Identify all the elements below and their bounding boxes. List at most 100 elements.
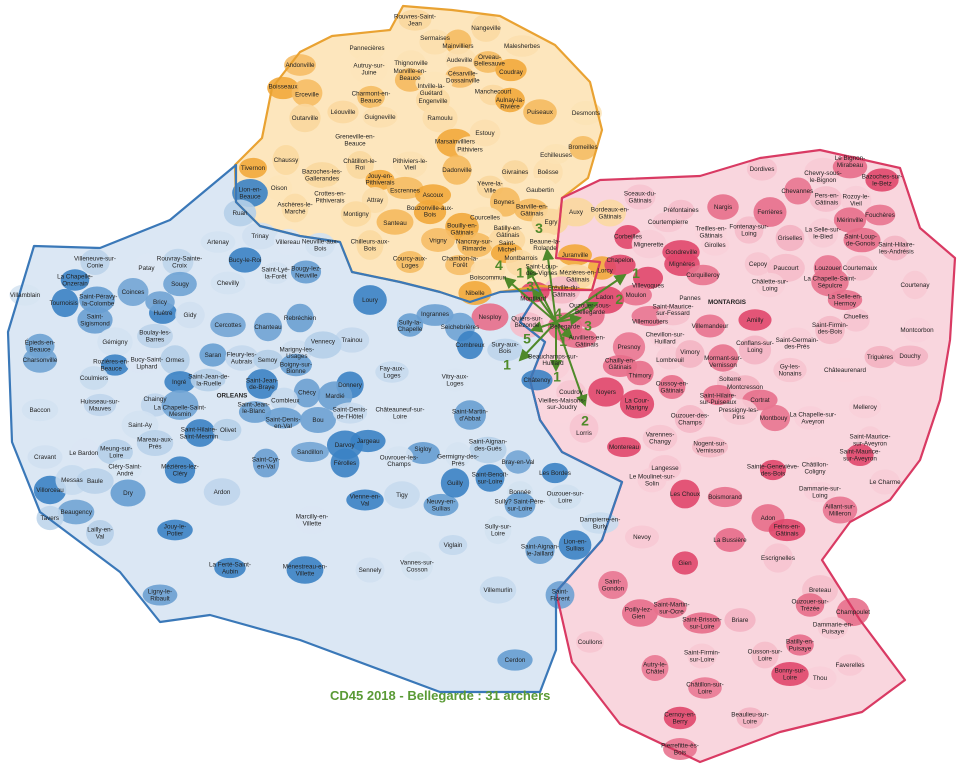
commune-label[interactable]: Langesse	[651, 465, 679, 472]
commune-label[interactable]: Vienne-en-Val	[350, 494, 381, 508]
commune-label[interactable]: Lombreuil	[656, 357, 684, 364]
commune-label[interactable]: Marsainvilliers	[435, 138, 475, 145]
commune-label[interactable]: Paucourt	[773, 265, 798, 272]
commune-label[interactable]: Meung-sur-Loire	[100, 446, 132, 460]
commune-label[interactable]: Nancray-sur-Rimarde	[456, 239, 492, 253]
commune-label[interactable]: Saint-Gondon	[602, 579, 625, 593]
commune-label[interactable]: Montigny	[343, 211, 369, 218]
commune-label[interactable]: Pithiviers	[457, 147, 483, 154]
commune-label[interactable]: Semoy	[258, 357, 278, 364]
commune-label[interactable]: Morville-en-Beauce	[394, 68, 427, 82]
commune-label[interactable]: Marcilly-en-Villette	[296, 514, 329, 528]
commune-label[interactable]: Mérinville	[837, 217, 864, 224]
commune-label[interactable]: Pers-en-Gâtinais	[815, 193, 839, 207]
commune-label[interactable]: Beaugency	[60, 509, 92, 516]
commune-label[interactable]: La Selle-sur-le-Bied	[805, 227, 841, 241]
commune-label[interactable]: Thimory	[629, 372, 653, 379]
commune-label[interactable]: Ruan	[232, 210, 248, 217]
commune-label[interactable]: Poilly-lez-Gien	[625, 607, 652, 621]
commune-label[interactable]: Guilly	[447, 480, 464, 487]
commune-label[interactable]: Les Choux	[670, 491, 701, 498]
commune-label[interactable]: Saint-Maurice-sur-Fessard	[653, 303, 694, 317]
commune-label[interactable]: La Bussière	[713, 537, 747, 544]
commune-label[interactable]: Saint-Sigismond	[80, 314, 110, 328]
commune-label[interactable]: Vrigny	[429, 238, 447, 245]
commune-label[interactable]: Épieds-en-Beauce	[25, 338, 55, 354]
commune-label[interactable]: Nibelle	[465, 290, 485, 297]
commune-label[interactable]: Sully-la-Chapelle	[398, 320, 423, 334]
commune-label[interactable]: Chevannes	[781, 188, 813, 195]
commune-label[interactable]: Dammarie-sur-Loing	[799, 486, 841, 500]
commune-label[interactable]: Batilly-en-Gâtinais	[494, 225, 522, 239]
commune-label[interactable]: Sennely	[359, 567, 383, 574]
commune-label[interactable]: Bonnée	[509, 489, 531, 496]
commune-label[interactable]: Combleux	[271, 398, 300, 405]
commune-label[interactable]: Ménestreau-en-Villette	[283, 564, 327, 578]
commune-label[interactable]: Ramoulu	[427, 115, 453, 122]
commune-label[interactable]: Saint-Loup-des-Vignes	[525, 263, 558, 277]
commune-label[interactable]: Saint-Benoît-sur-Loire	[472, 472, 509, 486]
commune-label[interactable]: Andonville	[285, 62, 315, 69]
commune-label[interactable]: Rouvres-Saint-Jean	[394, 14, 436, 28]
commune-label[interactable]: Charmont-en-Beauce	[352, 91, 391, 105]
commune-label[interactable]: Courtemaux	[843, 265, 878, 272]
commune-label[interactable]: Saint-Martin-d'Abbat	[452, 409, 488, 423]
commune-label[interactable]: Griselles	[778, 235, 803, 242]
commune-label[interactable]: Courtempierre	[648, 219, 689, 226]
commune-label[interactable]: Bricy	[153, 299, 168, 306]
commune-label[interactable]: Charsonville	[23, 357, 58, 364]
commune-label[interactable]: Ouzouer-sur-Trézée	[791, 599, 828, 613]
commune-label[interactable]: Saint-Aignan-des-Gués	[469, 439, 507, 453]
commune-label[interactable]: Bordeaux-en-Gâtinais	[591, 207, 629, 221]
commune-label[interactable]: Varennes-Changy	[646, 432, 675, 446]
commune-label[interactable]: Mézières-en-Gâtinais	[559, 270, 596, 284]
commune-label[interactable]: Barville-en-Gâtinais	[516, 204, 548, 218]
commune-label[interactable]: Cerdon	[505, 657, 526, 664]
commune-label[interactable]: Adon	[761, 515, 776, 522]
commune-label[interactable]: Beaulieu-sur-Loire	[731, 712, 768, 726]
commune-label[interactable]: Combreux	[455, 342, 485, 349]
commune-label[interactable]: Feins-en-Gâtinais	[774, 524, 801, 538]
commune-label[interactable]: Auxy	[569, 209, 584, 216]
commune-label[interactable]: Saint-Denis-de-l'Hôtel	[333, 407, 368, 421]
commune-label[interactable]: Sandillon	[297, 449, 323, 456]
commune-label[interactable]: Ouzouer-des-Champs	[671, 413, 710, 427]
commune-label[interactable]: Sully? Saint-Père-sur-Loire	[494, 499, 545, 513]
commune-label[interactable]: Yèvre-la-Ville	[477, 181, 503, 195]
commune-label[interactable]: Givraines	[502, 169, 529, 176]
commune-label[interactable]: Conflans-sur-Loing	[736, 340, 774, 354]
commune-label[interactable]: Gy-les-Nonains	[778, 364, 801, 378]
commune-label[interactable]: Boynes	[494, 199, 515, 206]
commune-label[interactable]: Seichebrières	[441, 324, 480, 331]
commune-label[interactable]: Manchecourt	[475, 89, 512, 96]
commune-label[interactable]: Lion-en-Sullias	[563, 539, 586, 553]
commune-label[interactable]: Oussoy-en-Gâtinais	[656, 381, 689, 395]
commune-label[interactable]: Bellegarde	[550, 324, 581, 331]
commune-label[interactable]: Saint-Denis-en-Val	[266, 416, 301, 430]
commune-label[interactable]: Bucy-le-Roi	[229, 257, 262, 264]
commune-label[interactable]: Fontenay-sur-Loing	[729, 224, 768, 238]
commune-label[interactable]: Nangeville	[471, 25, 501, 32]
commune-label[interactable]: Tivernon	[241, 165, 266, 172]
commune-label[interactable]: Rozières-en-Beauce	[93, 359, 129, 373]
commune-label[interactable]: Neuvy-en-Sullias	[426, 499, 455, 513]
commune-label[interactable]: Villemandeur	[692, 323, 729, 330]
commune-label[interactable]: Préfontaines	[663, 207, 698, 214]
commune-label[interactable]: Olivet	[220, 427, 236, 434]
commune-label[interactable]: Orveau-Bellesauve	[474, 54, 505, 68]
commune-label[interactable]: Ardon	[214, 489, 231, 496]
commune-label[interactable]: Bouzonville-aux-Bois	[407, 205, 454, 219]
commune-label[interactable]: Saint-Firmin-sur-Loire	[684, 650, 720, 664]
commune-label[interactable]: Aschères-le-Marché	[277, 202, 312, 216]
commune-label[interactable]: Chevry-sous-le-Bignon	[804, 170, 841, 184]
commune-label[interactable]: Vennecy	[311, 338, 336, 345]
commune-label[interactable]: Viglain	[444, 542, 463, 549]
commune-label[interactable]: Lorcy	[597, 268, 613, 275]
commune-label[interactable]: Sceaux-du-Gâtinais	[624, 191, 656, 205]
commune-label[interactable]: Mainvilliers	[442, 43, 473, 50]
commune-label[interactable]: Chailly-en-Gâtinais	[605, 357, 635, 371]
commune-label[interactable]: La Chapelle-Saint-Sépulcre	[804, 276, 856, 290]
commune-label[interactable]: ORLEANS	[217, 392, 248, 399]
commune-label[interactable]: Le Charme	[869, 479, 901, 486]
commune-label[interactable]: Saint-Brisson-sur-Loire	[682, 617, 722, 631]
